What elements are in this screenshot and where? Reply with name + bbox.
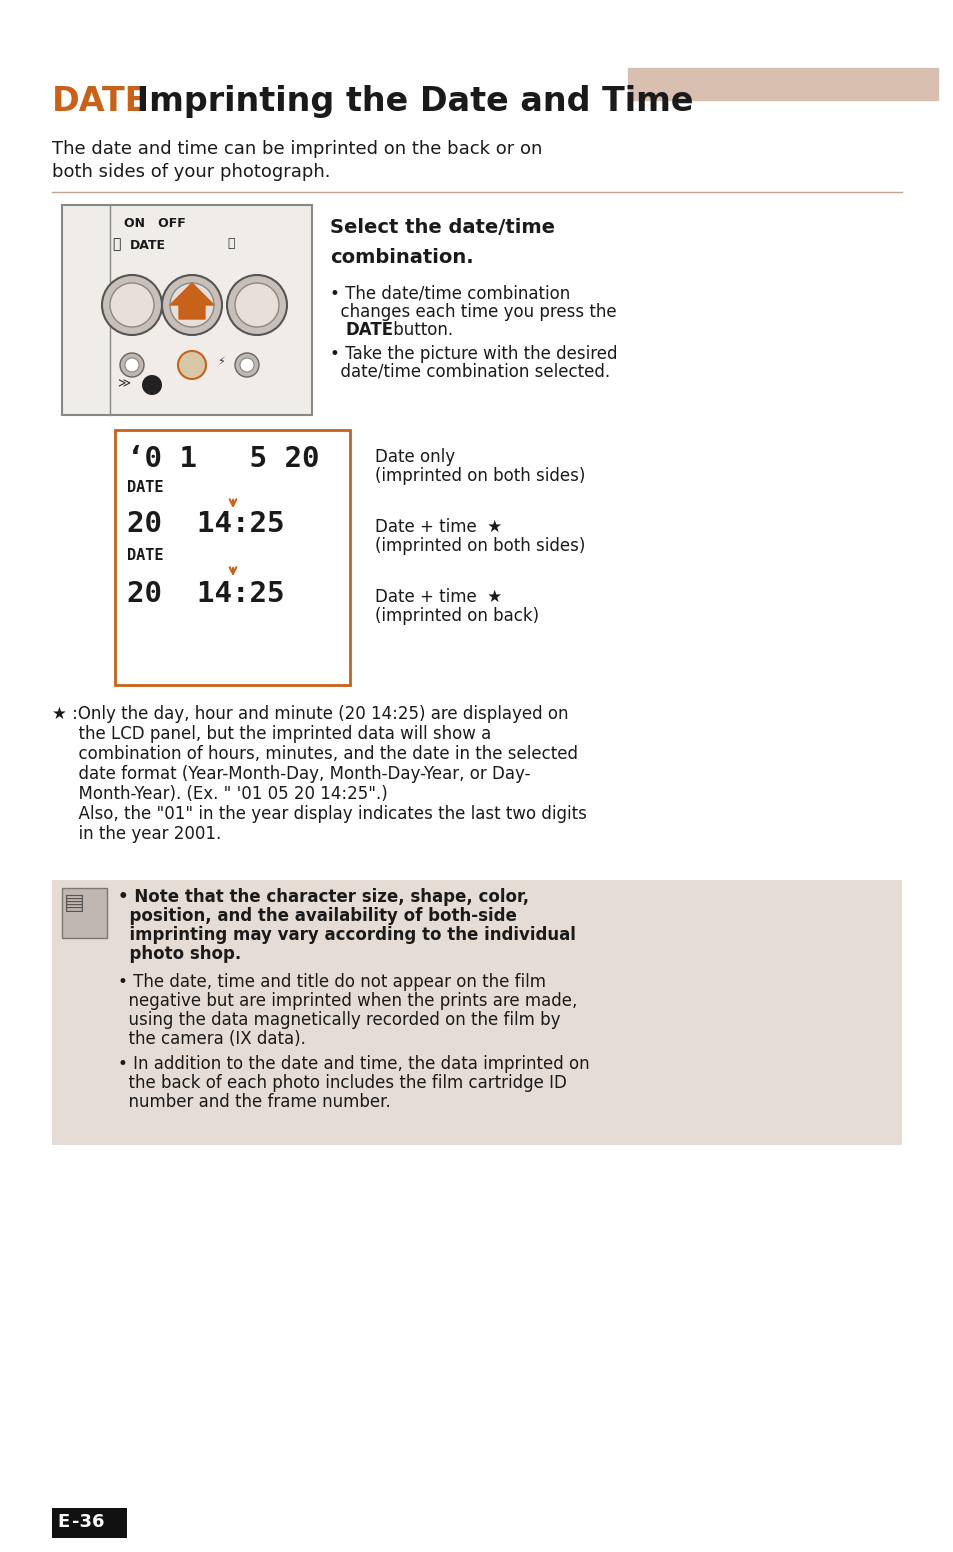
Text: 🏴: 🏴 xyxy=(112,237,120,251)
Text: ON   OFF: ON OFF xyxy=(124,217,186,230)
Circle shape xyxy=(234,282,278,327)
Circle shape xyxy=(227,275,287,335)
Bar xyxy=(627,68,937,99)
Text: 🔄: 🔄 xyxy=(227,237,234,250)
Text: • The date/time combination: • The date/time combination xyxy=(330,286,570,303)
Text: number and the frame number.: number and the frame number. xyxy=(118,1093,391,1111)
Text: the back of each photo includes the film cartridge ID: the back of each photo includes the film… xyxy=(118,1074,566,1093)
Text: ▤: ▤ xyxy=(64,892,85,913)
Text: • In addition to the date and time, the data imprinted on: • In addition to the date and time, the … xyxy=(118,1055,589,1072)
Text: • Take the picture with the desired: • Take the picture with the desired xyxy=(330,345,617,363)
Text: • Note that the character size, shape, color,: • Note that the character size, shape, c… xyxy=(118,888,529,906)
Text: The date and time can be imprinted on the back or on: The date and time can be imprinted on th… xyxy=(52,140,542,158)
Circle shape xyxy=(120,352,144,377)
Text: combination of hours, minutes, and the date in the selected: combination of hours, minutes, and the d… xyxy=(68,745,578,764)
Text: the LCD panel, but the imprinted data will show a: the LCD panel, but the imprinted data wi… xyxy=(68,725,491,743)
Text: E: E xyxy=(57,1513,70,1530)
Text: Date only: Date only xyxy=(375,449,455,466)
Text: in the year 2001.: in the year 2001. xyxy=(68,826,221,843)
Text: DATE: DATE xyxy=(52,85,149,118)
Text: combination.: combination. xyxy=(330,248,473,267)
Circle shape xyxy=(170,282,213,327)
Text: DATE: DATE xyxy=(346,321,394,338)
Text: DATE: DATE xyxy=(127,548,163,563)
Circle shape xyxy=(162,275,222,335)
Polygon shape xyxy=(170,282,213,320)
Text: ‘0 1   5 20: ‘0 1 5 20 xyxy=(127,445,319,473)
Text: negative but are imprinted when the prints are made,: negative but are imprinted when the prin… xyxy=(118,992,577,1010)
Text: Date + time  ★: Date + time ★ xyxy=(375,518,501,535)
Text: both sides of your photograph.: both sides of your photograph. xyxy=(52,163,330,182)
Text: Also, the "01" in the year display indicates the last two digits: Also, the "01" in the year display indic… xyxy=(68,805,586,823)
Bar xyxy=(52,880,901,1145)
Text: position, and the availability of both-side: position, and the availability of both-s… xyxy=(118,906,517,925)
Text: • The date, time and title do not appear on the film: • The date, time and title do not appear… xyxy=(118,973,545,992)
Text: (imprinted on back): (imprinted on back) xyxy=(375,607,538,625)
Bar xyxy=(62,888,107,937)
Bar xyxy=(115,430,350,684)
Text: date/time combination selected.: date/time combination selected. xyxy=(330,363,610,380)
Text: ⚡: ⚡ xyxy=(216,357,225,366)
Bar xyxy=(52,1509,127,1538)
Bar xyxy=(62,205,312,414)
Text: the camera (IX data).: the camera (IX data). xyxy=(118,1031,306,1048)
Text: ≫: ≫ xyxy=(117,377,130,390)
Circle shape xyxy=(234,352,258,377)
Text: date format (Year-Month-Day, Month-Day-Year, or Day-: date format (Year-Month-Day, Month-Day-Y… xyxy=(68,765,530,784)
Text: using the data magnetically recorded on the film by: using the data magnetically recorded on … xyxy=(118,1010,560,1029)
Circle shape xyxy=(102,275,162,335)
Text: -36: -36 xyxy=(71,1513,105,1530)
Circle shape xyxy=(142,376,162,396)
Text: ★ :Only the day, hour and minute (20 14:25) are displayed on: ★ :Only the day, hour and minute (20 14:… xyxy=(52,705,568,723)
Text: (imprinted on both sides): (imprinted on both sides) xyxy=(375,467,585,484)
Text: (imprinted on both sides): (imprinted on both sides) xyxy=(375,537,585,556)
Text: Imprinting the Date and Time: Imprinting the Date and Time xyxy=(125,85,693,118)
Text: 20  14:25: 20 14:25 xyxy=(127,511,284,539)
Text: Date + time  ★: Date + time ★ xyxy=(375,588,501,605)
Text: button.: button. xyxy=(388,321,453,338)
Text: DATE: DATE xyxy=(127,480,163,495)
Text: imprinting may vary according to the individual: imprinting may vary according to the ind… xyxy=(118,927,576,944)
Circle shape xyxy=(178,351,206,379)
Circle shape xyxy=(240,359,253,372)
Text: photo shop.: photo shop. xyxy=(118,945,241,962)
Text: changes each time you press the: changes each time you press the xyxy=(330,303,616,321)
Text: 20  14:25: 20 14:25 xyxy=(127,580,284,608)
Text: Select the date/time: Select the date/time xyxy=(330,217,555,237)
Circle shape xyxy=(125,359,139,372)
Text: DATE: DATE xyxy=(130,239,166,251)
Text: Month-Year). (Ex. " '01 05 20 14:25".): Month-Year). (Ex. " '01 05 20 14:25".) xyxy=(68,785,387,802)
Circle shape xyxy=(110,282,153,327)
